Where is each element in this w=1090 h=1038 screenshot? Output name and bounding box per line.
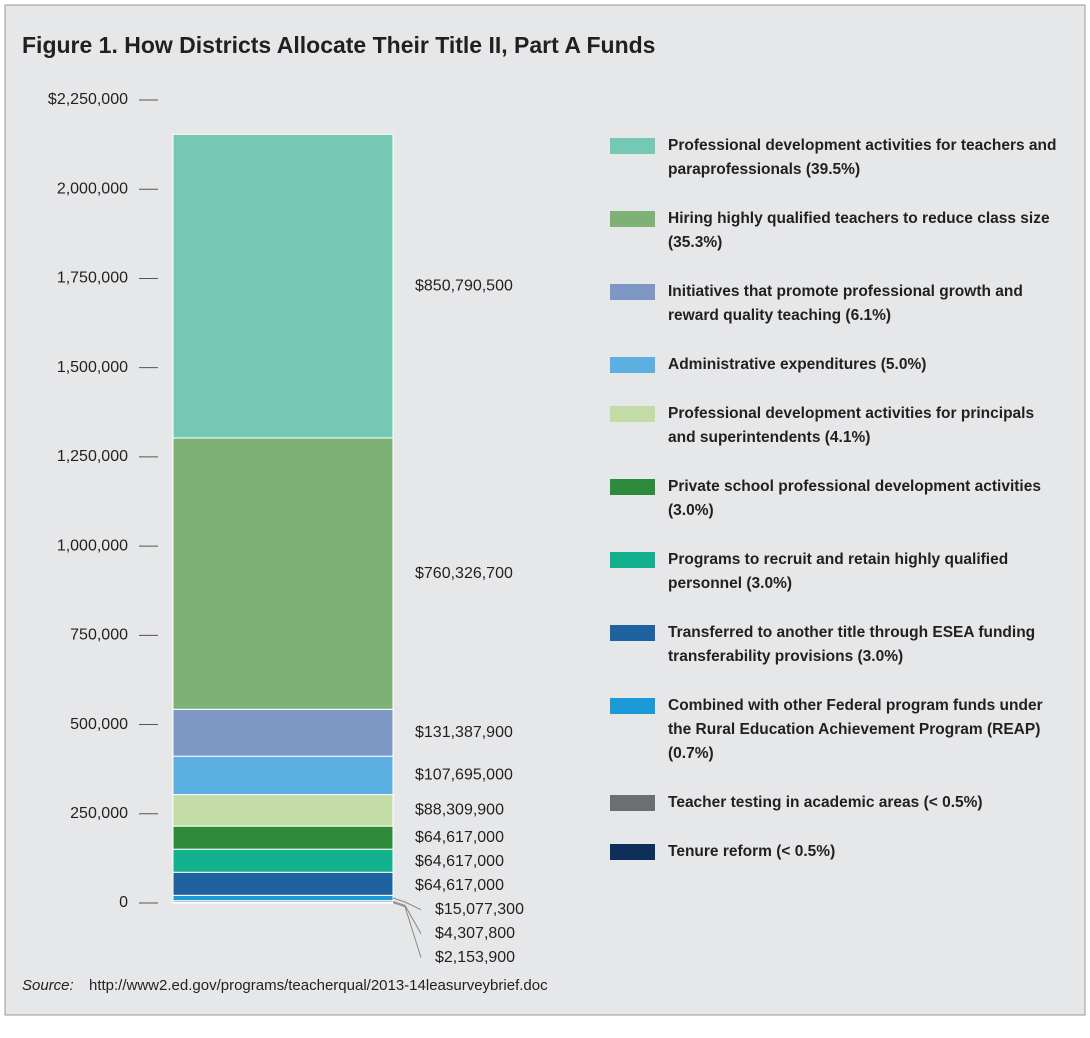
bar-segment [172,437,394,710]
value-label: $64,617,000 [415,829,504,846]
value-label: $107,695,000 [415,767,513,784]
value-label: $4,307,800 [435,925,515,942]
legend-label: Programs to recruit and retain highly qu… [668,551,1009,592]
y-tick-label: 1,250,000 [57,448,128,465]
leader-line [392,902,422,958]
legend-swatch [610,795,655,811]
legend-label: Professional development activities for … [668,137,1057,178]
legend-swatch [610,211,655,227]
legend-swatch [610,284,655,300]
legend-swatch [610,625,655,641]
y-tick-label: 0 [119,894,128,911]
legend-label: Administrative expenditures (5.0%) [668,356,927,373]
value-label: $64,617,000 [415,877,504,894]
y-tick-label: 500,000 [70,716,128,733]
legend-swatch [610,479,655,495]
value-label: $88,309,900 [415,802,504,819]
legend: Professional development activities for … [610,134,1060,889]
legend-swatch [610,552,655,568]
y-tick-label: 1,000,000 [57,537,128,554]
legend-entry: Teacher testing in academic areas (< 0.5… [610,791,1060,815]
source: http://www2.ed.gov/programs/teacherqual/… [89,977,548,994]
legend-swatch [610,698,655,714]
value-label: $131,387,900 [415,724,513,741]
value-label: $2,153,900 [435,949,515,966]
bar-segment [172,848,394,873]
legend-label: Initiatives that promote professional gr… [668,283,1023,324]
legend-entry: Professional development activities for … [610,134,1060,182]
legend-label: Hiring highly qualified teachers to redu… [668,210,1050,251]
legend-entry: Hiring highly qualified teachers to redu… [610,207,1060,255]
legend-entry: Initiatives that promote professional gr… [610,280,1060,328]
legend-label: Transferred to another title through ESE… [668,624,1036,665]
value-label: $760,326,700 [415,565,513,582]
bar-segment [172,755,394,796]
bar-segment [172,133,394,439]
y-tick-label: $2,250,000 [48,91,128,108]
legend-label: Combined with other Federal program fund… [668,697,1043,762]
leader-line [392,897,422,911]
value-label: $850,790,500 [415,277,513,294]
leader-line [392,900,422,934]
chart-title: Figure 1. How Districts Allocate Their T… [22,32,655,58]
legend-entry: Administrative expenditures (5.0%) [610,353,1060,377]
legend-label: Tenure reform (< 0.5%) [668,843,836,860]
value-label: $64,617,000 [415,853,504,870]
legend-label: Private school professional development … [668,478,1041,519]
legend-swatch [610,406,655,422]
bar-segment [172,894,394,902]
y-tick-label: 1,500,000 [57,359,128,376]
legend-entry: Private school professional development … [610,475,1060,523]
bar-segment [172,708,394,757]
legend-swatch [610,138,655,154]
legend-swatch [610,357,655,373]
legend-label: Teacher testing in academic areas (< 0.5… [668,794,983,811]
legend-entry: Transferred to another title through ESE… [610,621,1060,669]
y-tick-label: 1,750,000 [57,270,128,287]
bar-segment [172,794,394,827]
source-label: Source: [22,977,74,994]
y-tick-label: 2,000,000 [57,180,128,197]
legend-entry: Programs to recruit and retain highly qu… [610,548,1060,596]
legend-entry: Tenure reform (< 0.5%) [610,840,1060,864]
bar-segment [172,825,394,850]
legend-entry: Professional development activities for … [610,402,1060,450]
y-tick-label: 250,000 [70,805,128,822]
legend-label: Professional development activities for … [668,405,1035,446]
value-label: $15,077,300 [435,901,524,918]
y-tick-label: 750,000 [70,627,128,644]
legend-swatch [610,844,655,860]
bar-segment [172,871,394,896]
legend-entry: Combined with other Federal program fund… [610,694,1060,766]
